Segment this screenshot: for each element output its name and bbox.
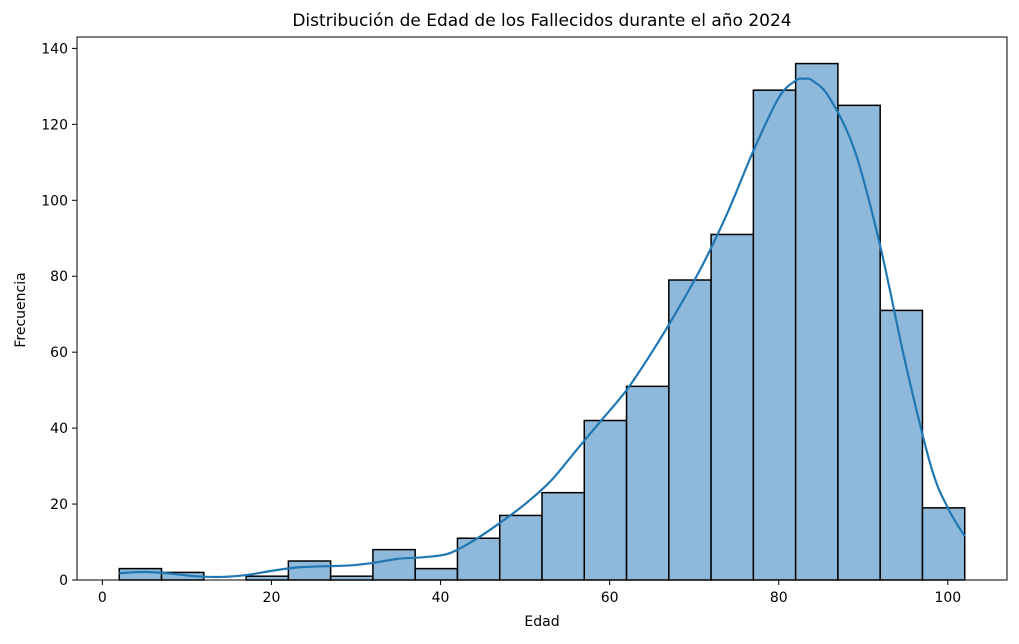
histogram-bar-9: [498, 514, 543, 581]
kde-curve: [119, 77, 966, 579]
histogram-bar-11: [583, 419, 628, 581]
bars-layer: [118, 62, 966, 581]
histogram-bar-17: [837, 104, 881, 581]
histogram-bar-16: [794, 62, 839, 581]
plot-frame: [76, 36, 1008, 581]
histogram-bar-8: [456, 537, 501, 581]
histogram-bar-12: [625, 385, 670, 581]
x-tick-label: 40: [432, 590, 450, 606]
histogram-bar-10: [541, 491, 586, 581]
histogram-bar-6: [372, 548, 416, 581]
x-axis-label: Edad: [524, 614, 559, 630]
x-tick-label: 20: [263, 590, 281, 606]
x-tick-label: 100: [934, 590, 961, 606]
y-tick-label: 80: [50, 269, 68, 285]
histogram-bar-5: [329, 575, 374, 581]
histogram-bar-13: [668, 279, 712, 581]
y-tick-label: 60: [50, 345, 68, 361]
y-tick-label: 120: [41, 117, 68, 133]
histogram-bar-19: [921, 507, 966, 581]
x-tick-label: 60: [601, 590, 619, 606]
histogram-bar-18: [879, 309, 924, 581]
y-tick-label: 0: [59, 573, 68, 589]
histogram-bar-15: [752, 89, 797, 581]
x-axis: 0 20 40 60 80 100: [98, 580, 961, 606]
y-tick-label: 20: [50, 497, 68, 513]
y-axis-label: Frecuencia: [13, 272, 29, 347]
x-tick-label: 80: [770, 590, 788, 606]
x-tick-label: 0: [98, 590, 107, 606]
y-tick-label: 140: [41, 41, 68, 57]
chart-title: Distribución de Edad de los Fallecidos d…: [292, 11, 791, 31]
histogram-bar-14: [710, 233, 755, 581]
y-axis: 0 20 40 60 80 100 120 140: [41, 41, 77, 589]
y-tick-label: 100: [41, 193, 68, 209]
y-tick-label: 40: [50, 421, 68, 437]
histogram-bar-7: [414, 567, 459, 581]
histogram-bar-3: [245, 575, 290, 581]
histogram-bar-0: [118, 567, 163, 581]
histogram-bar-4: [287, 560, 332, 581]
